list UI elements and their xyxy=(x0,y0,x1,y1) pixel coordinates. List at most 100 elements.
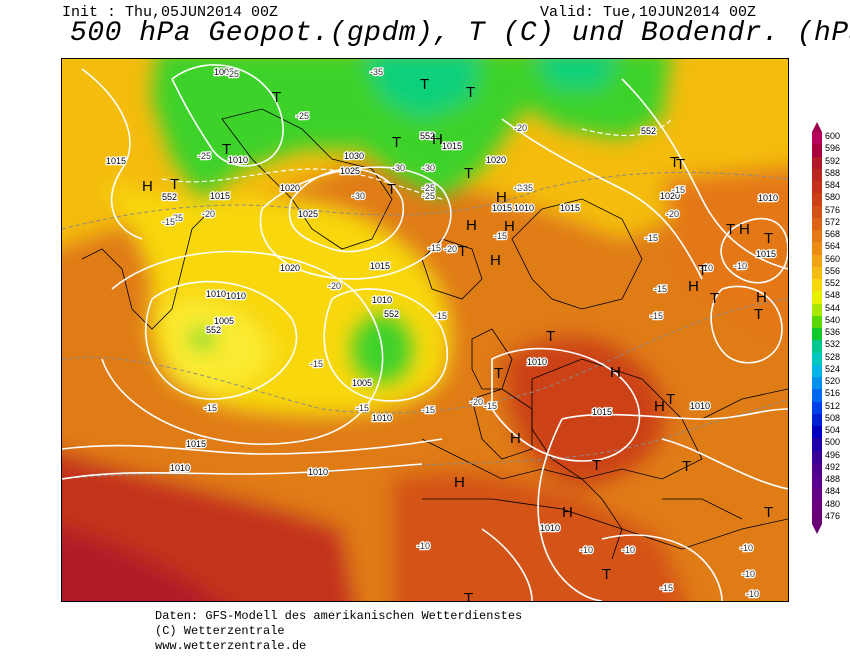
temperature-label: -20 xyxy=(666,209,679,219)
pressure-label: 1010 xyxy=(170,463,190,473)
legend-entry: 584 xyxy=(810,180,850,194)
pressure-label: 1025 xyxy=(340,166,360,176)
legend-label: 544 xyxy=(825,302,841,313)
footer-data-source: Daten: GFS-Modell des amerikanischen Wet… xyxy=(155,609,523,623)
legend-label: 500 xyxy=(825,437,841,448)
pressure-center-label: T xyxy=(602,566,611,583)
temperature-label: -30 xyxy=(352,191,365,201)
temperature-label: -10 xyxy=(622,545,635,555)
legend-label: 572 xyxy=(825,216,841,227)
temperature-label: -35 xyxy=(370,67,383,77)
legend-swatch xyxy=(812,132,822,145)
legend-swatch xyxy=(812,413,822,426)
legend-swatch xyxy=(812,340,822,353)
pressure-label: 1005 xyxy=(352,378,372,388)
legend-arrow-top-icon xyxy=(812,122,822,132)
legend-entry: 512 xyxy=(810,401,850,414)
temperature-label: -15 xyxy=(484,401,497,411)
pressure-label: 1010 xyxy=(226,291,246,301)
legend-entry: 504 xyxy=(810,425,850,439)
legend-swatch xyxy=(812,450,822,463)
temperature-label: -15 xyxy=(422,405,435,415)
geopot-label: 552 xyxy=(641,126,656,136)
temperature-label: -15 xyxy=(162,217,175,227)
legend-entry: 520 xyxy=(810,376,850,390)
map-labels: 1005101010151015101010201025103010251020… xyxy=(105,66,780,601)
pressure-center-label: H xyxy=(510,430,521,447)
temperature-label: -15 xyxy=(672,185,685,195)
footer-url[interactable]: www.wetterzentrale.de xyxy=(155,639,307,653)
legend-swatch xyxy=(812,315,822,328)
pressure-center-label: T xyxy=(458,243,467,260)
legend-label: 520 xyxy=(825,376,841,386)
legend-entry: 532 xyxy=(810,339,850,353)
legend-swatch xyxy=(812,511,822,524)
legend-label: 528 xyxy=(825,351,841,362)
temperature-label: -20 xyxy=(202,209,215,219)
legend-entry: 568 xyxy=(810,229,850,243)
temperature-label: -15 xyxy=(650,311,663,321)
footer-credits: Daten: GFS-Modell des amerikanischen Wet… xyxy=(155,609,522,654)
pressure-center-label: T xyxy=(464,165,473,182)
pressure-center-label: H xyxy=(454,474,465,491)
pressure-label: 1010 xyxy=(527,357,547,367)
pressure-center-label: T xyxy=(466,84,475,101)
legend-entry: 552 xyxy=(810,278,850,292)
pressure-label: 1020 xyxy=(280,263,300,273)
legend-label: 524 xyxy=(825,363,841,374)
pressure-center-label: H xyxy=(654,398,665,415)
pressure-center-label: T xyxy=(754,306,763,323)
legend-swatch xyxy=(812,487,822,500)
legend-swatch xyxy=(812,462,822,475)
pressure-label: 1030 xyxy=(344,151,364,161)
pressure-label: 1020 xyxy=(660,191,680,201)
geopot-label: 552 xyxy=(206,325,221,335)
pressure-center-label: T xyxy=(682,458,691,475)
legend-label: 564 xyxy=(825,241,841,252)
legend-swatch xyxy=(812,181,822,194)
pressure-center-label: T xyxy=(392,134,401,151)
temperature-label: -25 xyxy=(226,69,239,79)
legend-label: 484 xyxy=(825,486,841,497)
temperature-label: -30 xyxy=(422,163,435,173)
pressure-label: 1015 xyxy=(370,261,390,271)
pressure-label: 1010 xyxy=(372,413,392,423)
legend-swatch xyxy=(812,193,822,206)
temperature-label: -15 xyxy=(645,233,658,243)
legend-entry: 484 xyxy=(810,486,850,500)
pressure-center-label: H xyxy=(562,504,573,521)
temperature-label: -25 xyxy=(422,191,435,201)
pressure-center-label: T xyxy=(494,365,503,382)
pressure-label: 1020 xyxy=(280,183,300,193)
legend-swatch xyxy=(812,156,822,169)
temperature-label: -15 xyxy=(428,243,441,253)
legend-entry: 528 xyxy=(810,351,850,365)
color-legend: 600 596 592 588 584 580 576 572 568 564 560 556 552 5… xyxy=(810,122,850,534)
temperature-label: -15 xyxy=(434,311,447,321)
geopot-label: 552 xyxy=(162,192,177,202)
legend-label: 552 xyxy=(825,278,841,288)
legend-entry: 480 xyxy=(810,499,850,512)
temperature-label: -10 xyxy=(740,543,753,553)
legend-label: 548 xyxy=(825,290,841,301)
pressure-label: 1015 xyxy=(210,191,230,201)
legend-label: 488 xyxy=(825,474,841,484)
isobars xyxy=(62,64,788,601)
legend-entry: 476 xyxy=(810,511,850,524)
legend-swatch xyxy=(812,303,822,316)
temperature-label: -20 xyxy=(514,183,527,193)
legend-swatch xyxy=(812,279,822,292)
legend-label: 516 xyxy=(825,388,841,399)
temperature-label: -25 xyxy=(296,111,309,121)
legend-label: 576 xyxy=(825,204,841,215)
legend-swatch xyxy=(812,291,822,304)
pressure-label: 1015 xyxy=(592,407,612,417)
legend-swatch xyxy=(812,242,822,255)
temperature-label: -35 xyxy=(520,183,533,193)
legend-swatch xyxy=(812,217,822,230)
pressure-label: 1015 xyxy=(442,141,462,151)
legend-label: 496 xyxy=(825,449,841,460)
legend-entry: 592 xyxy=(810,156,850,169)
temperature-label: -15 xyxy=(654,284,667,294)
legend-swatch xyxy=(812,168,822,181)
